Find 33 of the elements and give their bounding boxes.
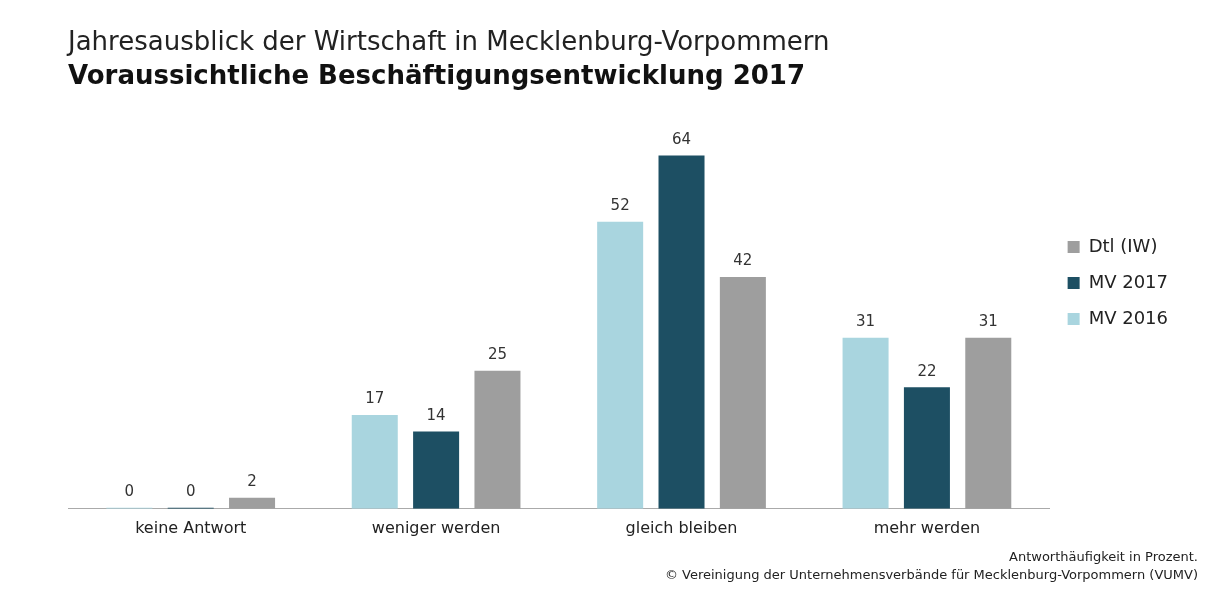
bar	[597, 221, 644, 509]
legend-label: MV 2017	[1088, 270, 1168, 292]
data-label: 52	[610, 196, 630, 215]
bar	[903, 387, 950, 509]
text: © Vereinigung der Unternehmensverbände für Mecklenburg-Vorpommern (VUMV)	[663, 566, 1198, 584]
data-label: 22	[917, 361, 937, 380]
bar	[474, 370, 521, 509]
bar	[413, 431, 460, 509]
data-label: 14	[426, 405, 446, 424]
data-label: 17	[365, 389, 385, 408]
data-label: 25	[487, 345, 508, 364]
bar	[229, 497, 276, 509]
x-tick-label: keine Antwort	[135, 517, 247, 537]
x-tick-label: mehr werden	[873, 517, 981, 537]
bar	[842, 337, 889, 509]
legend-label: Dtl (IW)	[1088, 234, 1158, 256]
x-tick-label: weniger werden	[371, 517, 501, 537]
bar	[658, 155, 705, 509]
bar	[351, 414, 398, 509]
data-label: 2	[247, 472, 257, 491]
data-label: 31	[978, 312, 998, 331]
x-tick-label: gleich bleiben	[625, 517, 738, 537]
chart-subtitle: Voraussichtliche Beschäftigungsentwicklung 2017	[68, 59, 806, 90]
data-label: 31	[856, 312, 876, 331]
legend-label: MV 2016	[1088, 306, 1168, 328]
bar	[719, 276, 766, 509]
bar	[965, 337, 1012, 509]
data-label: 0	[124, 482, 135, 501]
text: Antworthäufigkeit in Prozent.	[1008, 548, 1198, 566]
data-label: 42	[733, 251, 753, 270]
data-label: 64	[671, 129, 692, 148]
data-label: 0	[185, 482, 196, 501]
chart-title: Jahresausblick der Wirtschaft in Mecklenburg-Vorpommern	[66, 26, 830, 57]
